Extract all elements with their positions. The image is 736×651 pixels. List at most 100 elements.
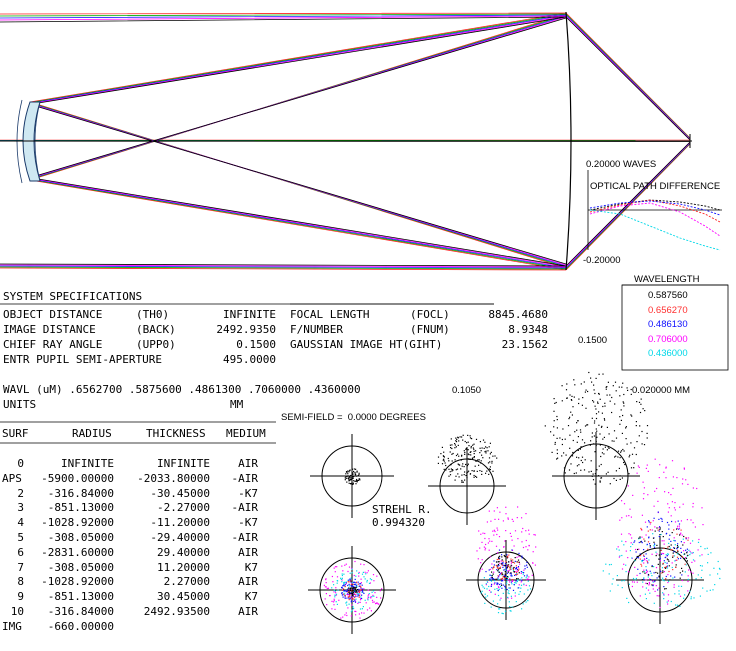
surface-medium: AIR	[238, 605, 258, 618]
wavelength-item: 0.656270	[648, 304, 688, 316]
spec-value: 495.0000	[223, 353, 276, 366]
ray-path	[0, 17, 567, 267]
wavelength-title: WAVELENGTH	[634, 274, 700, 285]
surface-thickness: 29.40000	[157, 545, 210, 559]
surface-medium: AIR	[238, 575, 258, 589]
surface-number: 0	[17, 457, 24, 470]
spot-points	[323, 560, 383, 619]
surface-medium: -AIR	[231, 531, 259, 544]
ray-path	[0, 14, 567, 270]
strehl-label: STREHL R.	[372, 503, 432, 516]
ray-path	[0, 13, 567, 271]
surface-thickness: -2.27000	[157, 501, 210, 515]
spec-label-2: FOCAL LENGTH	[290, 308, 370, 321]
wavelength-item: 0.436000	[648, 348, 688, 359]
surface-number: 9	[17, 590, 24, 604]
opd-curve	[589, 209, 721, 251]
spec-label: IMAGE DISTANCE	[3, 323, 96, 336]
surface-medium: -AIR	[231, 501, 259, 515]
surface-radius: -308.05000	[47, 531, 114, 544]
surface-thickness: 30.45000	[157, 590, 210, 604]
ray-path	[0, 15, 567, 269]
opd-curve	[589, 200, 721, 216]
surface-medium: K7	[244, 560, 258, 574]
spec-label-2: GAUSSIAN IMAGE HT(GIHT)	[290, 338, 443, 351]
surface-radius: -5900.00000	[41, 471, 114, 485]
surface-radius: -660.00000	[47, 619, 114, 633]
units-label: UNITS	[3, 398, 37, 411]
ray-path	[565, 13, 691, 139]
wavelength-item: 0.587560	[648, 290, 688, 301]
opd-curve	[589, 199, 721, 211]
surface-medium: -K7	[238, 516, 258, 530]
surface-number: 5	[17, 531, 24, 544]
spec-code-2: (FOCL)	[410, 308, 450, 321]
surface-number: 2	[17, 486, 24, 500]
surface-medium: AIR	[238, 545, 258, 559]
ray-path	[565, 16, 691, 141]
surface-thickness: -11.20000	[150, 516, 210, 530]
ray-path	[565, 14, 691, 140]
surface-number: 4	[17, 516, 24, 530]
surface-radius: -1028.92000	[41, 516, 114, 530]
surface-radius: -316.84000	[47, 605, 114, 618]
spot-points	[437, 434, 498, 483]
surface-number: APS	[2, 471, 22, 485]
surface-number: 8	[17, 575, 24, 589]
opd-curve	[589, 199, 721, 223]
wavelength-item: 0.706000	[648, 333, 688, 345]
spec-value-2: 8845.4680	[488, 308, 548, 321]
surface-radius: -1028.92000	[41, 575, 114, 589]
field-mid-label: 0.1050	[452, 385, 482, 396]
surface-thickness: -2033.80000	[137, 471, 210, 485]
wavelength-item: 0.486130	[648, 319, 688, 330]
spec-value-2: 23.1562	[501, 338, 548, 351]
surface-radius: -316.84000	[47, 486, 114, 500]
units-value: MM	[230, 398, 244, 411]
opd-bottom-label: -0.20000	[583, 255, 621, 266]
spec-value-2: 8.9348	[508, 323, 548, 336]
spec-label: ENTR PUPIL SEMI-APERTURE	[3, 353, 162, 366]
spec-label-2: F/NUMBER	[290, 323, 343, 336]
surface-radius: -2831.60000	[41, 545, 114, 559]
ray-path	[565, 143, 691, 270]
surface-number: 7	[17, 560, 24, 574]
surface-number: 10	[10, 605, 24, 618]
ray-path	[565, 15, 691, 140]
surface-thickness: 11.20000	[157, 560, 210, 574]
spec-value: 2492.9350	[216, 323, 276, 336]
surface-medium: -K7	[238, 486, 258, 500]
semi-field-label: SEMI-FIELD = 0.0000 DEGREES	[281, 412, 426, 423]
table-header: MEDIUM	[226, 427, 266, 440]
ray-path	[0, 16, 567, 265]
wavelength-line: WAVL (uM) .6562700 .5875600 .4861300 .70…	[3, 383, 361, 396]
spot-diagrams	[308, 371, 721, 634]
opd-panel	[587, 170, 722, 251]
opd-curves	[589, 199, 721, 251]
surface-medium: -AIR	[231, 471, 259, 485]
surface-radius: -851.13000	[47, 590, 114, 604]
surface-thickness: -30.45000	[150, 486, 210, 500]
opd-curve	[589, 202, 721, 237]
opd-top-label: 0.20000 WAVES	[586, 159, 657, 170]
ray-path	[565, 143, 691, 271]
spot-points	[476, 506, 537, 615]
spec-code: (TH0)	[136, 308, 170, 321]
surface-medium: K7	[244, 590, 258, 604]
surface-radius: -851.13000	[47, 501, 114, 515]
table-header: THICKNESS	[146, 427, 206, 440]
spot-points	[602, 458, 721, 609]
surface-medium: AIR	[238, 457, 258, 470]
spec-label: CHIEF RAY ANGLE	[3, 338, 103, 351]
surface-number: 3	[17, 501, 24, 515]
spot-points	[344, 468, 361, 485]
spec-value: INFINITE	[223, 308, 276, 321]
table-header: RADIUS	[72, 427, 112, 440]
surface-number: IMG	[2, 619, 22, 633]
ray-path	[0, 16, 567, 268]
ray-path	[565, 12, 691, 139]
surface-radius: -308.05000	[47, 560, 114, 574]
spec-code: (UPP0)	[136, 338, 176, 351]
table-header: SURF	[2, 427, 29, 440]
